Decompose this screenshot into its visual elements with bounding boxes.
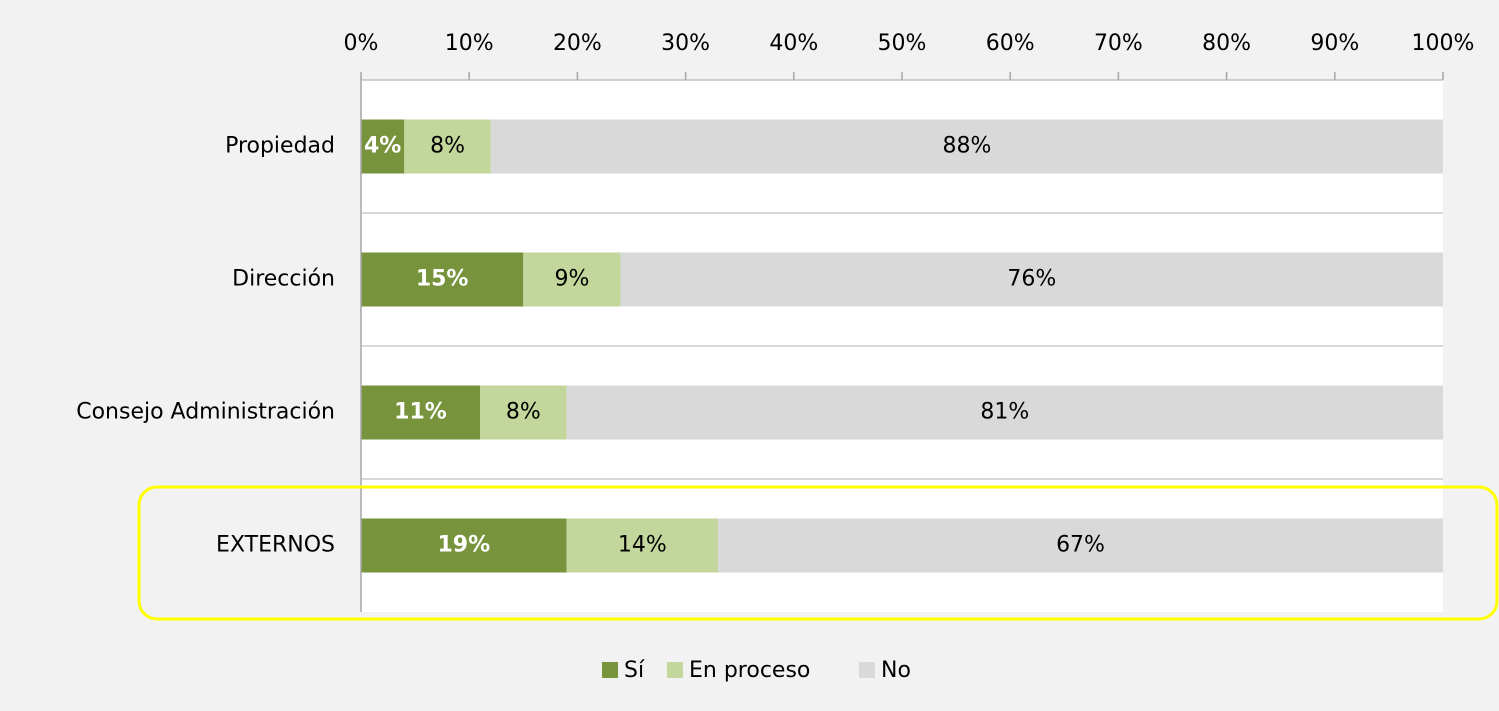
bar-segment bbox=[404, 119, 491, 174]
data-label: 11% bbox=[394, 400, 447, 425]
data-label: 14% bbox=[618, 533, 667, 558]
bar-segment bbox=[718, 518, 1443, 573]
data-label: 19% bbox=[437, 533, 490, 558]
bar-segment bbox=[361, 385, 481, 440]
data-label: 9% bbox=[555, 267, 590, 292]
bar-segment bbox=[361, 252, 524, 307]
x-tick-label: 0% bbox=[344, 31, 379, 56]
x-tick-label: 60% bbox=[986, 31, 1035, 56]
bar-segment bbox=[490, 119, 1444, 174]
y-tick-label: Propiedad bbox=[225, 134, 335, 159]
x-tick-label: 30% bbox=[661, 31, 710, 56]
data-label: 8% bbox=[430, 134, 465, 159]
x-tick-label: 40% bbox=[769, 31, 818, 56]
legend-swatch bbox=[667, 662, 683, 678]
data-label: 76% bbox=[1007, 267, 1056, 292]
chart-layer: 0% 10% 20% 30% 40% 50% 60% 70% 80% 90% 100% Propied… bbox=[76, 31, 1474, 683]
x-tick-label: 100% bbox=[1412, 31, 1475, 56]
bar-segment bbox=[523, 252, 621, 307]
y-tick-label: EXTERNOS bbox=[216, 533, 335, 558]
legend-label: En proceso bbox=[689, 658, 810, 683]
data-label: 81% bbox=[980, 400, 1029, 425]
data-label: 67% bbox=[1056, 533, 1105, 558]
y-tick-label: Dirección bbox=[232, 267, 335, 292]
x-tick-label: 80% bbox=[1202, 31, 1251, 56]
highlight-box bbox=[137, 485, 1499, 621]
bar-segment bbox=[480, 385, 567, 440]
legend-swatch bbox=[859, 662, 875, 678]
x-tick-label: 10% bbox=[445, 31, 494, 56]
x-tick-label: 90% bbox=[1310, 31, 1359, 56]
bar-segment bbox=[566, 385, 1443, 440]
x-tick-label: 70% bbox=[1094, 31, 1143, 56]
legend-label: Sí bbox=[624, 658, 645, 683]
legend-swatch bbox=[602, 662, 618, 678]
bar-segment bbox=[361, 119, 405, 174]
data-label: 4% bbox=[364, 134, 401, 159]
x-tick-label: 20% bbox=[553, 31, 602, 56]
bar-segment bbox=[566, 518, 719, 573]
y-tick-label: Consejo Administración bbox=[76, 400, 335, 425]
data-label: 8% bbox=[506, 400, 541, 425]
bar-segment bbox=[361, 518, 567, 573]
x-tick-label: 50% bbox=[878, 31, 927, 56]
bar-segment bbox=[620, 252, 1443, 307]
data-label: 88% bbox=[942, 134, 991, 159]
data-label: 15% bbox=[416, 267, 469, 292]
legend-label: No bbox=[881, 658, 911, 683]
